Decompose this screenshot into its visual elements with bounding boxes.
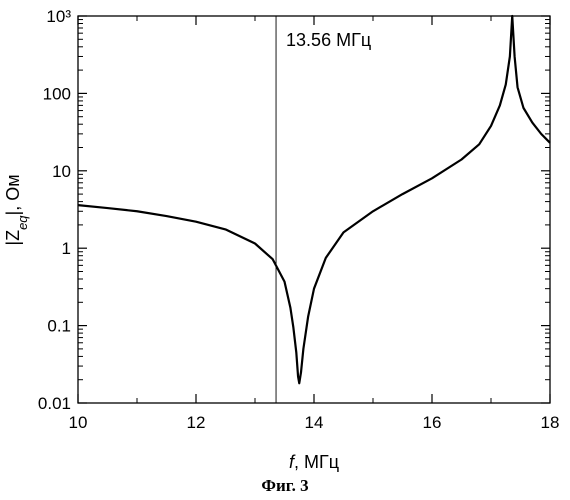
figure-caption: Фиг. 3 [0, 476, 570, 496]
frequency-marker-label: 13.56 МГц [286, 30, 371, 50]
x-tick-label: 10 [69, 413, 88, 432]
x-axis-ticks: 10 12 14 16 18 [69, 16, 560, 432]
x-tick-label: 16 [423, 413, 442, 432]
y-tick-label: 1 [62, 239, 71, 258]
impedance-chart: 0.01 0.1 1 10 100 10³ 10 12 14 16 18 13.56 МГц f,… [0, 0, 570, 478]
impedance-curve [78, 16, 550, 383]
y-axis-title-prefix: |Z [3, 230, 23, 246]
y-tick-label: 10 [52, 162, 71, 181]
x-tick-label: 12 [187, 413, 206, 432]
y-axis-title-suffix: |, Ом [3, 174, 23, 215]
y-axis-ticks: 0.01 0.1 1 10 100 10³ [38, 7, 550, 413]
x-axis-title: f, МГц [289, 452, 339, 472]
x-axis-unit: , МГц [294, 452, 339, 472]
y-tick-label: 0.01 [38, 394, 71, 413]
y-axis-title: |Zeq|, Ом [3, 174, 30, 245]
y-tick-label: 0.1 [47, 317, 71, 336]
y-tick-label: 10³ [46, 7, 71, 26]
y-tick-label: 100 [43, 84, 71, 103]
plot-frame [78, 16, 550, 403]
x-tick-label: 18 [541, 413, 560, 432]
y-axis-title-subscript: eq [15, 215, 30, 230]
x-tick-label: 14 [305, 413, 324, 432]
